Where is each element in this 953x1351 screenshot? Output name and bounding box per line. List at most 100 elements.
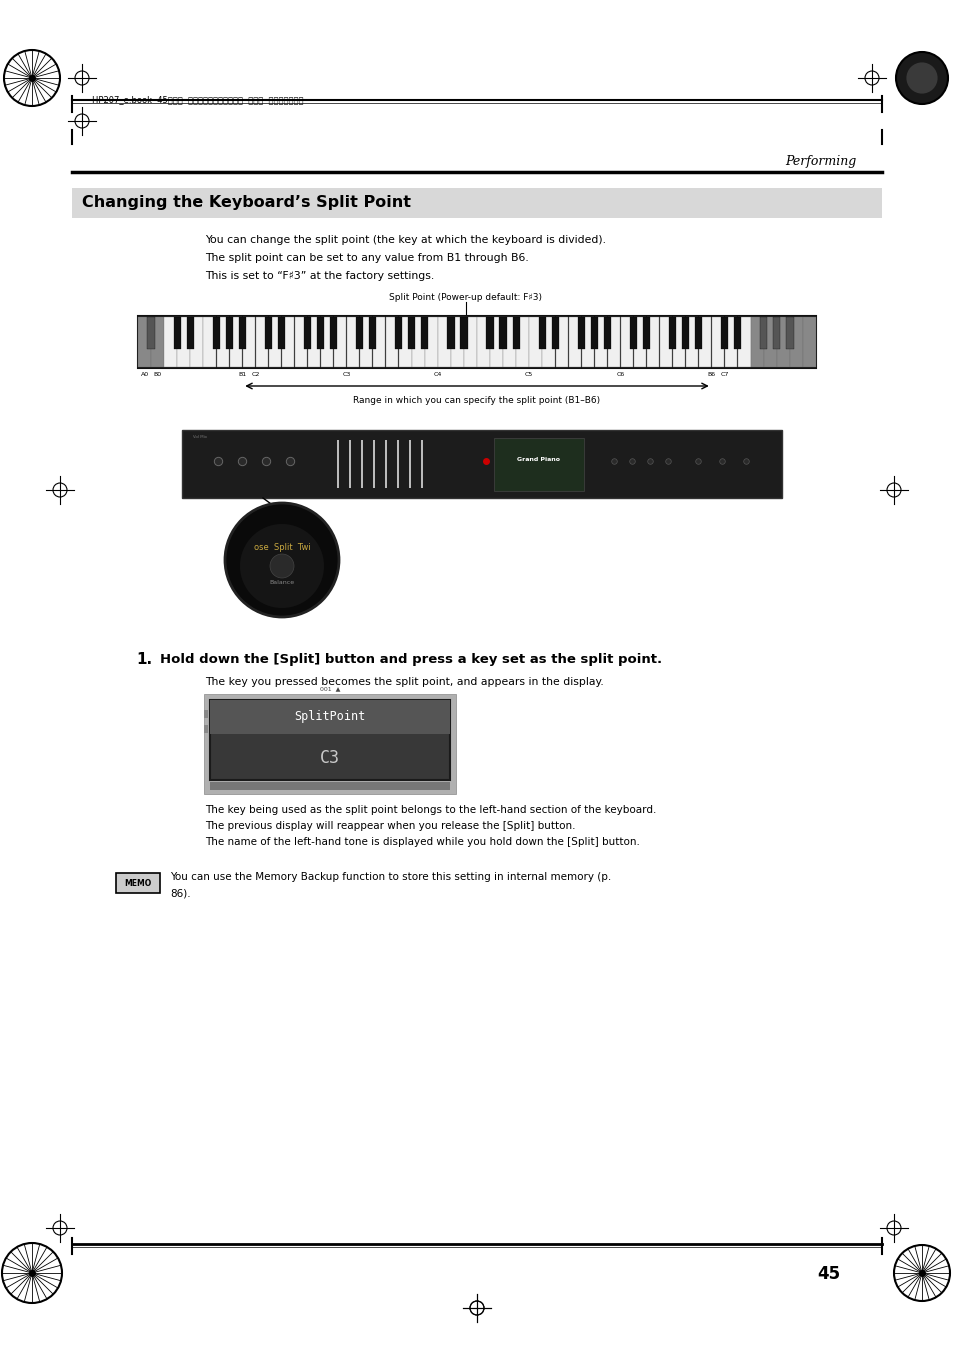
Bar [646, 317, 659, 367]
Bar [581, 317, 594, 367]
Bar [316, 317, 324, 350]
Bar [255, 317, 268, 367]
Bar [668, 317, 676, 350]
Bar [238, 317, 246, 350]
Text: B0: B0 [153, 372, 161, 377]
Bar [447, 317, 454, 350]
Text: C7: C7 [720, 372, 728, 377]
Text: Grand Piano: Grand Piano [517, 457, 560, 462]
Text: C5: C5 [524, 372, 533, 377]
Text: The name of the left-hand tone is displayed while you hold down the [Split] butt: The name of the left-hand tone is displa… [205, 838, 639, 847]
Bar [789, 317, 801, 367]
Bar [699, 317, 711, 367]
Circle shape [270, 554, 294, 578]
Bar [187, 317, 193, 350]
Text: You can change the split point (the key at which the keyboard is divided).: You can change the split point (the key … [205, 235, 605, 245]
Text: Balance: Balance [269, 580, 294, 585]
Bar [373, 317, 385, 367]
Bar [349, 440, 351, 488]
Bar [738, 317, 750, 367]
Bar [203, 317, 215, 367]
Bar [336, 440, 339, 488]
Text: Vol Mix: Vol Mix [193, 435, 207, 439]
Bar [681, 317, 688, 350]
Bar [138, 317, 151, 367]
Bar [148, 317, 154, 350]
Bar [421, 317, 428, 350]
Circle shape [225, 503, 338, 617]
Bar [210, 700, 450, 780]
Bar [425, 317, 437, 367]
Bar [777, 317, 789, 367]
Bar [164, 317, 176, 367]
Bar [724, 317, 737, 367]
Bar [499, 317, 506, 350]
Bar [420, 440, 423, 488]
Text: B6: B6 [707, 372, 715, 377]
Circle shape [2, 1243, 62, 1302]
Text: The split point can be set to any value from B1 through B6.: The split point can be set to any value … [205, 253, 528, 263]
Bar [594, 317, 606, 367]
Bar [230, 317, 242, 367]
Bar [177, 317, 190, 367]
Bar [226, 317, 233, 350]
Bar [213, 317, 219, 350]
Bar [210, 782, 450, 790]
Bar [395, 317, 402, 350]
Bar [659, 317, 672, 367]
Bar [408, 317, 415, 350]
Text: You can use the Memory Backup function to store this setting in internal memory : You can use the Memory Backup function t… [170, 871, 611, 882]
Bar [555, 317, 567, 367]
Bar [204, 694, 456, 794]
Bar [71, 188, 882, 218]
Bar [529, 317, 541, 367]
Bar [204, 725, 208, 734]
Text: The previous display will reappear when you release the [Split] button.: The previous display will reappear when … [205, 821, 575, 831]
Bar [620, 317, 633, 367]
Bar [763, 317, 776, 367]
Bar [464, 317, 476, 367]
Bar [476, 317, 489, 367]
Text: This is set to “F♯3” at the factory settings.: This is set to “F♯3” at the factory sett… [205, 272, 434, 281]
Text: C6: C6 [616, 372, 624, 377]
Circle shape [905, 62, 937, 93]
Bar [750, 317, 762, 367]
Text: HP207_e.book  45ページ  ２００６年１２月２５日  月曜日  午前９時５２分: HP207_e.book 45ページ ２００６年１２月２５日 月曜日 午前９時５… [91, 96, 303, 104]
Circle shape [895, 51, 947, 104]
Bar [242, 317, 254, 367]
Text: C3: C3 [319, 748, 339, 766]
Text: Performing: Performing [784, 155, 855, 168]
Bar [437, 317, 450, 367]
Bar [191, 317, 203, 367]
Bar [460, 317, 467, 350]
Bar [760, 317, 766, 350]
Bar [486, 317, 493, 350]
Bar [308, 317, 320, 367]
Bar [330, 317, 336, 350]
Bar [360, 440, 363, 488]
Bar [785, 317, 793, 350]
Bar [204, 711, 208, 717]
Text: Hold down the [Split] button and press a key set as the split point.: Hold down the [Split] button and press a… [160, 654, 661, 666]
Bar [711, 317, 723, 367]
Bar [396, 440, 399, 488]
Bar [173, 317, 180, 350]
Bar [334, 317, 346, 367]
Bar [503, 317, 516, 367]
Bar [568, 317, 580, 367]
Bar [269, 317, 281, 367]
Bar [642, 317, 649, 350]
Text: C4: C4 [434, 372, 441, 377]
Bar [265, 317, 272, 350]
Bar [304, 317, 311, 350]
Text: SplitPoint: SplitPoint [294, 711, 365, 723]
Bar [802, 317, 815, 367]
Bar [182, 430, 781, 499]
Text: B1: B1 [238, 372, 246, 377]
Bar [355, 317, 363, 350]
Bar [512, 317, 519, 350]
Bar [373, 440, 375, 488]
Text: Changing the Keyboard’s Split Point: Changing the Keyboard’s Split Point [82, 196, 411, 211]
Text: 45: 45 [816, 1265, 840, 1283]
Bar [369, 317, 375, 350]
